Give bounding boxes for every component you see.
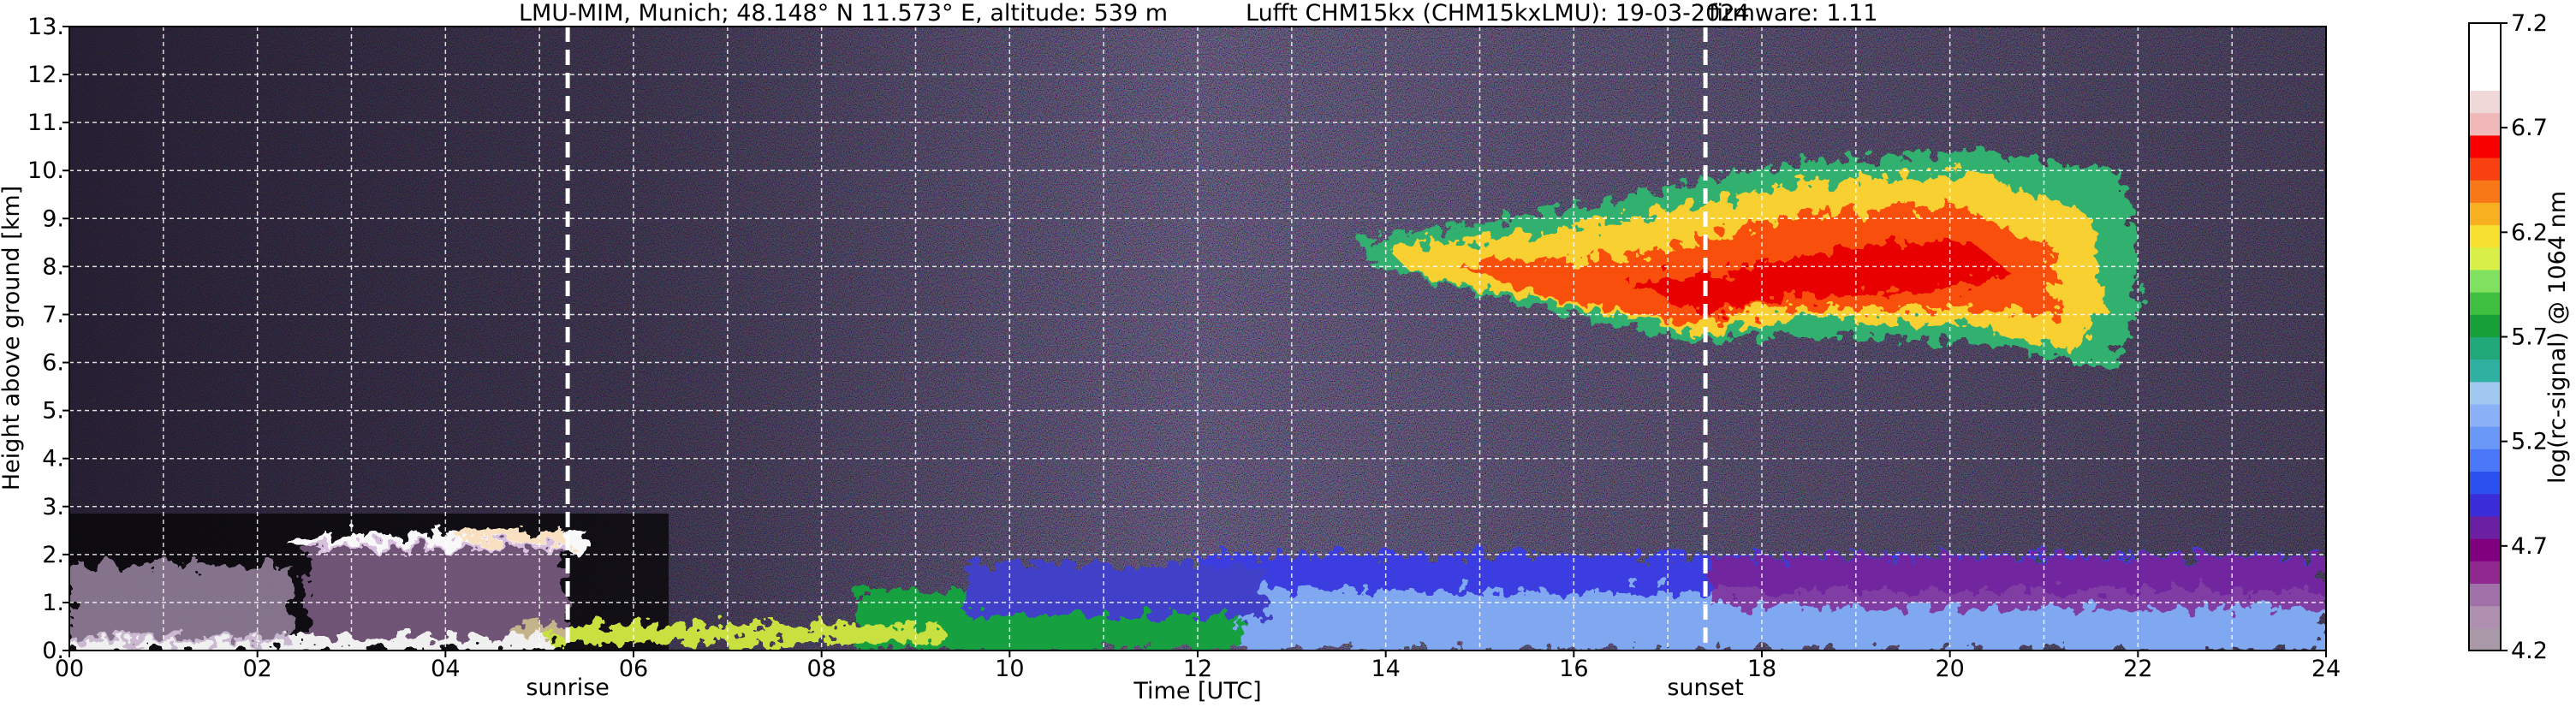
x-tick-label: 16 — [1559, 656, 1588, 682]
colorbar-segment — [2469, 134, 2501, 158]
y-tick-label: 13. — [27, 14, 64, 40]
x-tick-label: 20 — [1935, 656, 1964, 682]
colorbar-label: log(rc-signal) @ 1064 nm — [2544, 191, 2571, 484]
colorbar-segment — [2469, 426, 2501, 449]
y-tick-label: 11. — [27, 110, 64, 136]
x-tick-label: 22 — [2123, 656, 2152, 682]
colorbar-segment — [2469, 247, 2501, 270]
colorbar-tick-label: 6.2 — [2511, 219, 2548, 246]
colorbar-tick-label: 4.7 — [2511, 533, 2548, 560]
colorbar-segment — [2469, 493, 2501, 517]
colorbar-segment — [2469, 336, 2501, 360]
colorbar-segment — [2469, 359, 2501, 383]
colorbar-tick-label: 5.2 — [2511, 429, 2548, 455]
x-tick-label: 12 — [1183, 656, 1212, 682]
y-axis-label: Height above ground [km] — [0, 186, 25, 490]
y-tick-label: 2. — [42, 542, 64, 568]
colorbar-tick-label: 5.7 — [2511, 324, 2548, 351]
x-tick-label: 06 — [619, 656, 648, 682]
colorbar-segment — [2469, 627, 2501, 651]
x-tick-label: 14 — [1371, 656, 1400, 682]
colorbar-segment — [2469, 471, 2501, 495]
colorbar-tick-label: 6.7 — [2511, 115, 2548, 141]
colorbar-segment — [2469, 90, 2501, 114]
plot-frame — [68, 26, 2327, 651]
chart-title: Lufft CHM15kx (CHM15kxLMU): 19-03-2024 — [1246, 0, 1750, 27]
y-tick-label: 1. — [42, 590, 64, 616]
x-tick-label: 10 — [995, 656, 1024, 682]
x-tick-label: 00 — [55, 656, 84, 682]
colorbar-segment — [2469, 23, 2501, 46]
colorbar-segment — [2469, 381, 2501, 405]
annotation-label: sunset — [1667, 674, 1744, 701]
colorbar-segment — [2469, 314, 2501, 337]
chart-title: firmware: 1.11 — [1709, 0, 1877, 27]
colorbar-tick-label: 7.2 — [2511, 10, 2548, 37]
y-tick-label: 7. — [42, 301, 64, 328]
y-tick-label: 0. — [42, 638, 64, 664]
colorbar-segment — [2469, 583, 2501, 607]
x-tick-label: 04 — [431, 656, 460, 682]
colorbar-segment — [2469, 68, 2501, 92]
colorbar-segment — [2469, 112, 2501, 136]
y-tick-label: 5. — [42, 398, 64, 425]
colorbar-segment — [2469, 157, 2501, 181]
y-tick-label: 6. — [42, 350, 64, 377]
y-tick-label: 12. — [27, 62, 64, 88]
y-tick-label: 9. — [42, 205, 64, 232]
x-tick-label: 24 — [2311, 656, 2341, 682]
colorbar-segment — [2469, 538, 2501, 561]
colorbar-segment — [2469, 449, 2501, 472]
x-tick-label: 08 — [806, 656, 836, 682]
colorbar-segment — [2469, 561, 2501, 584]
annotation-label: sunrise — [526, 674, 610, 701]
colorbar-segment — [2469, 45, 2501, 68]
x-tick-label: 02 — [242, 656, 271, 682]
y-tick-label: 4. — [42, 446, 64, 472]
chart-title: LMU-MIM, Munich; 48.148° N 11.573° E, al… — [519, 0, 1168, 27]
colorbar-segment — [2469, 605, 2501, 629]
x-axis-label: Time [UTC] — [1133, 678, 1261, 704]
colorbar-segment — [2469, 224, 2501, 248]
x-tick-label: 18 — [1747, 656, 1776, 682]
y-tick-label: 3. — [42, 494, 64, 520]
colorbar-segment — [2469, 515, 2501, 539]
colorbar-segment — [2469, 404, 2501, 427]
colorbar-segment — [2469, 202, 2501, 226]
y-tick-label: 8. — [42, 253, 64, 280]
colorbar-segment — [2469, 269, 2501, 293]
y-tick-label: 10. — [27, 157, 64, 184]
colorbar-tick-label: 4.2 — [2511, 638, 2548, 664]
colorbar-segment — [2469, 292, 2501, 315]
colorbar-segment — [2469, 180, 2501, 203]
